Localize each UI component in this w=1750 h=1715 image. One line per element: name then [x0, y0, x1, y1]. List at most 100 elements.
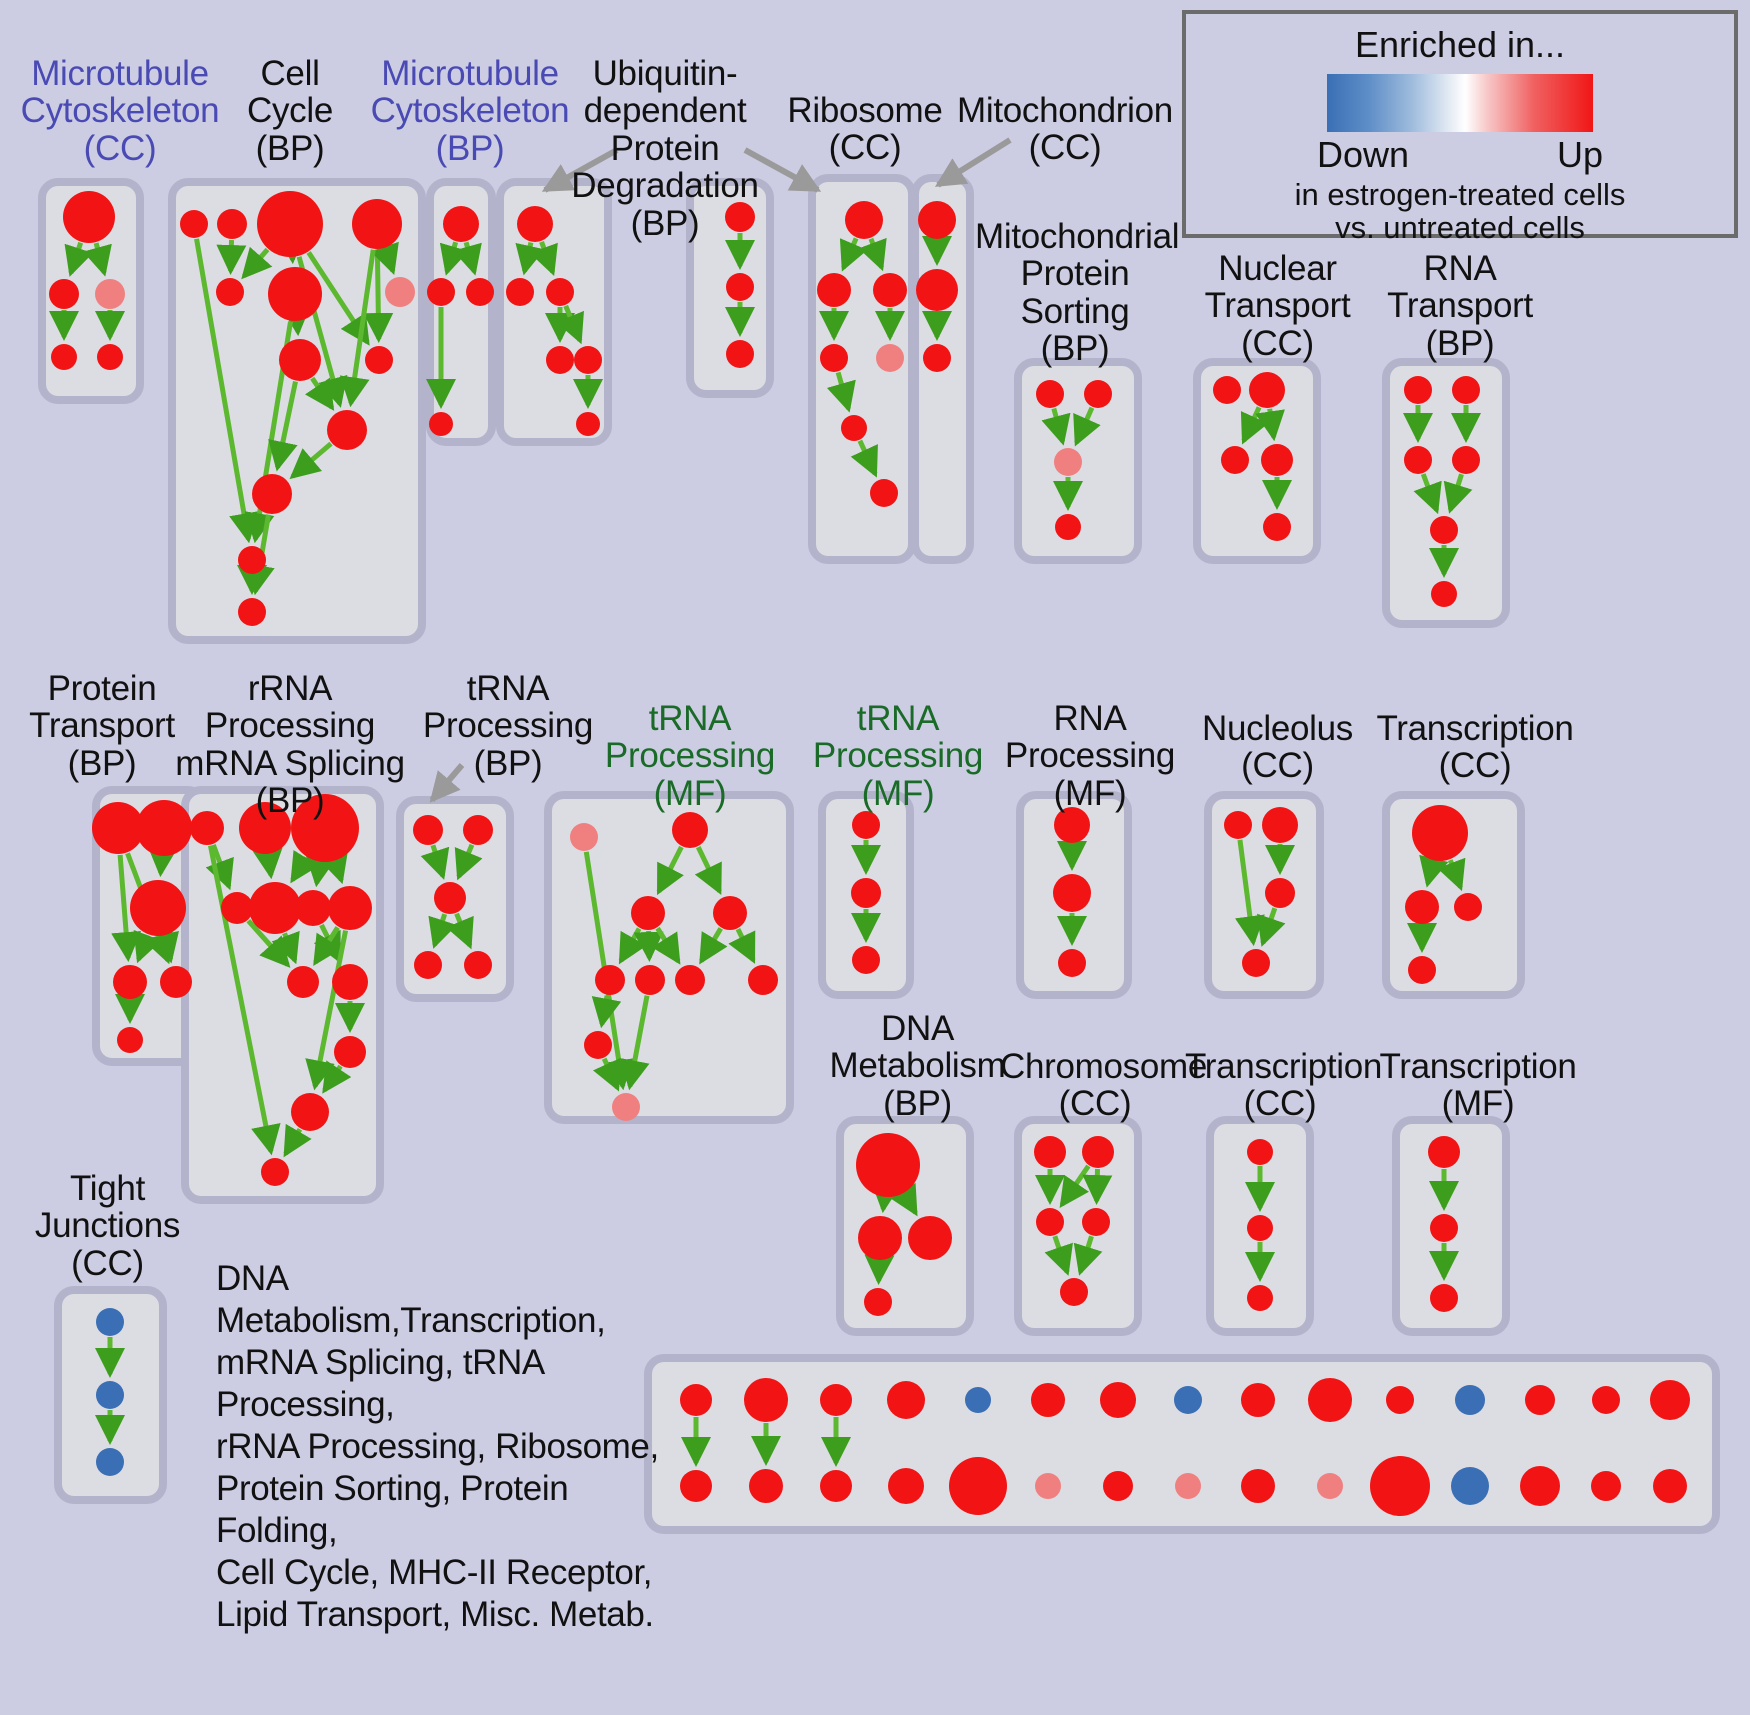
network-node[interactable] — [385, 277, 415, 307]
network-node[interactable] — [1054, 448, 1082, 476]
network-node[interactable] — [584, 1031, 612, 1059]
network-node[interactable] — [820, 1470, 852, 1502]
network-node[interactable] — [1525, 1385, 1555, 1415]
network-node[interactable] — [257, 191, 323, 257]
network-node[interactable] — [1247, 1215, 1273, 1241]
network-node[interactable] — [96, 1381, 124, 1409]
network-node[interactable] — [852, 946, 880, 974]
network-node[interactable] — [570, 823, 598, 851]
network-node[interactable] — [949, 1457, 1007, 1515]
network-node[interactable] — [1242, 949, 1270, 977]
network-node[interactable] — [595, 965, 625, 995]
network-node[interactable] — [1404, 446, 1432, 474]
network-node[interactable] — [870, 479, 898, 507]
network-node[interactable] — [864, 1288, 892, 1316]
network-node[interactable] — [1175, 1473, 1201, 1499]
network-node[interactable] — [427, 278, 455, 306]
network-node[interactable] — [1103, 1471, 1133, 1501]
network-node[interactable] — [117, 1027, 143, 1053]
network-node[interactable] — [1431, 581, 1457, 607]
network-node[interactable] — [1036, 380, 1064, 408]
network-node[interactable] — [97, 344, 123, 370]
network-node[interactable] — [434, 882, 466, 914]
network-node[interactable] — [295, 890, 331, 926]
network-node[interactable] — [464, 951, 492, 979]
network-node[interactable] — [680, 1470, 712, 1502]
network-node[interactable] — [574, 346, 602, 374]
network-node[interactable] — [1455, 1385, 1485, 1415]
network-node[interactable] — [51, 344, 77, 370]
network-node[interactable] — [672, 812, 708, 848]
network-node[interactable] — [1404, 376, 1432, 404]
network-node[interactable] — [1224, 811, 1252, 839]
network-node[interactable] — [95, 279, 125, 309]
network-node[interactable] — [1055, 514, 1081, 540]
network-node[interactable] — [443, 206, 479, 242]
network-node[interactable] — [1035, 1473, 1061, 1499]
network-node[interactable] — [1241, 1383, 1275, 1417]
network-node[interactable] — [1452, 446, 1480, 474]
network-node[interactable] — [1430, 516, 1458, 544]
network-node[interactable] — [466, 278, 494, 306]
network-node[interactable] — [873, 273, 907, 307]
network-node[interactable] — [1430, 1284, 1458, 1312]
network-node[interactable] — [916, 269, 958, 311]
network-node[interactable] — [291, 794, 359, 862]
network-node[interactable] — [1082, 1136, 1114, 1168]
network-node[interactable] — [268, 267, 322, 321]
network-node[interactable] — [63, 191, 115, 243]
network-node[interactable] — [238, 546, 266, 574]
network-node[interactable] — [1405, 890, 1439, 924]
network-node[interactable] — [517, 206, 553, 242]
network-node[interactable] — [887, 1381, 925, 1419]
network-node[interactable] — [1412, 805, 1468, 861]
network-node[interactable] — [414, 951, 442, 979]
network-node[interactable] — [96, 1448, 124, 1476]
network-node[interactable] — [852, 811, 880, 839]
network-node[interactable] — [1370, 1456, 1430, 1516]
network-node[interactable] — [1308, 1378, 1352, 1422]
network-node[interactable] — [352, 199, 402, 249]
network-node[interactable] — [726, 340, 754, 368]
network-node[interactable] — [851, 878, 881, 908]
network-node[interactable] — [1053, 874, 1091, 912]
network-node[interactable] — [1100, 1382, 1136, 1418]
network-node[interactable] — [1520, 1466, 1560, 1506]
network-node[interactable] — [1249, 372, 1285, 408]
network-node[interactable] — [1452, 376, 1480, 404]
network-node[interactable] — [1592, 1386, 1620, 1414]
network-node[interactable] — [1451, 1467, 1489, 1505]
network-node[interactable] — [845, 201, 883, 239]
network-node[interactable] — [923, 344, 951, 372]
network-node[interactable] — [749, 1469, 783, 1503]
network-node[interactable] — [1261, 444, 1293, 476]
network-node[interactable] — [744, 1378, 788, 1422]
network-node[interactable] — [1263, 513, 1291, 541]
network-node[interactable] — [463, 815, 493, 845]
network-node[interactable] — [856, 1133, 920, 1197]
network-node[interactable] — [291, 1093, 329, 1131]
network-node[interactable] — [546, 278, 574, 306]
network-node[interactable] — [1082, 1208, 1110, 1236]
network-node[interactable] — [1430, 1214, 1458, 1242]
network-node[interactable] — [965, 1387, 991, 1413]
network-node[interactable] — [1084, 380, 1112, 408]
network-node[interactable] — [1653, 1469, 1687, 1503]
network-node[interactable] — [1247, 1285, 1273, 1311]
network-node[interactable] — [217, 209, 247, 239]
network-node[interactable] — [216, 278, 244, 306]
network-node[interactable] — [113, 965, 147, 999]
network-node[interactable] — [1386, 1386, 1414, 1414]
network-node[interactable] — [279, 339, 321, 381]
network-node[interactable] — [1058, 949, 1086, 977]
network-node[interactable] — [1650, 1380, 1690, 1420]
network-node[interactable] — [820, 344, 848, 372]
network-node[interactable] — [726, 273, 754, 301]
network-node[interactable] — [92, 802, 144, 854]
network-node[interactable] — [328, 886, 372, 930]
network-node[interactable] — [1591, 1471, 1621, 1501]
network-node[interactable] — [841, 415, 867, 441]
network-node[interactable] — [817, 273, 851, 307]
network-node[interactable] — [252, 474, 292, 514]
network-node[interactable] — [576, 412, 600, 436]
